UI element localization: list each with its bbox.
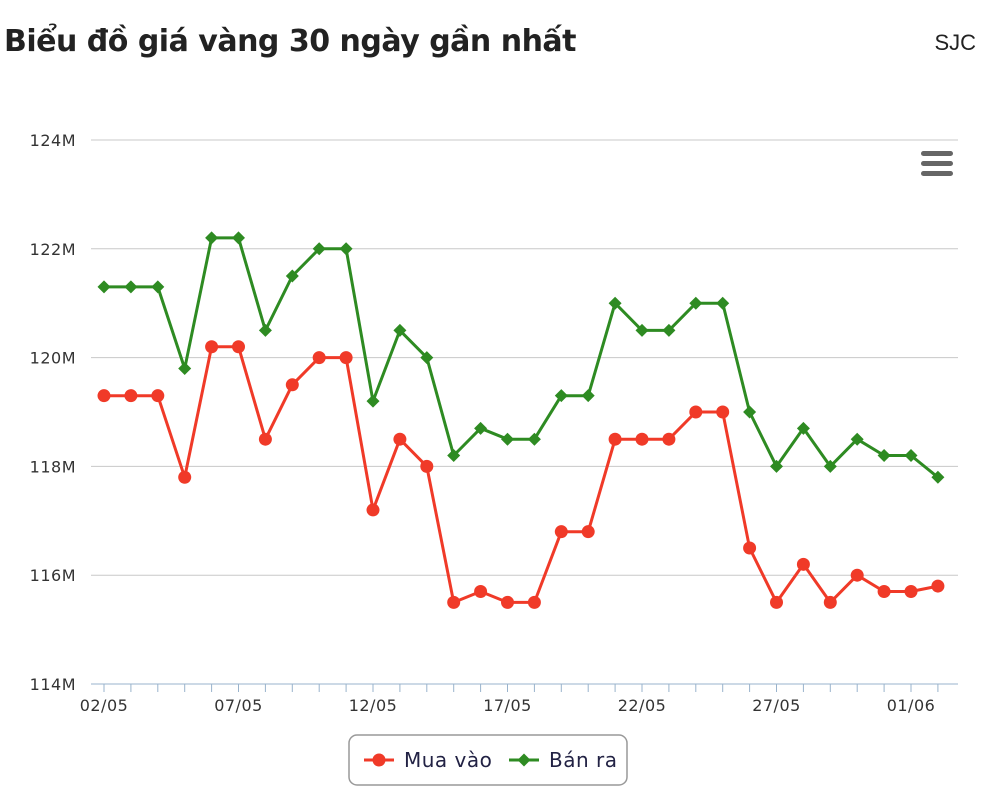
data-point-sell[interactable] [823,459,837,473]
data-point-sell[interactable] [501,432,514,446]
page-title: Biểu đồ giá vàng 30 ngày gần nhất [4,24,577,59]
data-point-buy[interactable] [339,351,353,365]
legend-sell-marker [517,753,531,767]
chart-menu-button[interactable] [921,150,953,178]
legend-item-buy[interactable]: Mua vào [364,748,492,772]
data-point-buy[interactable] [205,340,219,354]
data-point-sell[interactable] [124,280,138,294]
data-point-sell[interactable] [474,421,488,435]
x-tick-label: 22/05 [618,696,667,715]
y-tick-label: 114M [30,675,76,694]
data-point-buy[interactable] [689,405,703,419]
data-point-buy[interactable] [823,595,837,609]
data-point-sell[interactable] [931,470,945,484]
series-line-buy [104,345,939,604]
data-point-sell[interactable] [554,389,568,403]
y-tick-label: 120M [30,349,76,368]
data-point-buy[interactable] [904,585,918,599]
data-point-sell[interactable] [151,280,165,294]
data-point-buy[interactable] [501,595,514,609]
data-point-buy[interactable] [608,432,622,446]
data-point-sell[interactable] [689,296,703,310]
data-point-sell[interactable] [97,280,111,294]
x-tick-label: 27/05 [752,696,801,715]
data-point-sell[interactable] [770,459,783,473]
data-point-buy[interactable] [554,525,568,539]
series-line-sell [104,236,939,479]
chart-legend: Mua vào Bán ra [348,734,628,786]
data-point-sell[interactable] [447,449,461,463]
brand-label: SJC [934,30,976,55]
legend-buy-label: Mua vào [404,748,492,772]
data-point-buy[interactable] [743,541,757,555]
hamburger-menu-icon [921,151,953,176]
data-point-sell[interactable] [850,432,864,446]
data-point-buy[interactable] [151,389,165,403]
x-tick-label: 12/05 [349,696,398,715]
grid-lines [91,139,958,576]
y-tick-label: 118M [30,457,76,476]
data-point-sell[interactable] [904,449,918,463]
data-point-sell[interactable] [635,323,649,337]
data-point-sell[interactable] [205,231,219,245]
legend-item-sell[interactable]: Bán ra [509,748,618,772]
data-point-buy[interactable] [931,579,945,593]
x-tick-label: 02/05 [80,696,129,715]
data-point-buy[interactable] [770,595,783,609]
data-point-sell[interactable] [796,421,810,435]
legend-sell-label: Bán ra [549,748,618,772]
data-point-sell[interactable] [285,269,299,283]
data-point-sell[interactable] [662,323,676,337]
data-point-sell[interactable] [258,323,272,337]
data-point-buy[interactable] [581,525,595,539]
x-tick-label: 07/05 [214,696,263,715]
data-point-buy[interactable] [527,595,541,609]
legend-buy-marker [372,753,386,767]
x-tick-label: 17/05 [483,696,532,715]
legend-box [348,734,628,786]
data-point-buy[interactable] [635,432,649,446]
data-point-sell[interactable] [608,296,622,310]
x-axis: 02/05 07/05 12/05 17/05 22/05 27/05 01/06 [80,683,958,715]
y-axis-labels: 114M 116M 118M 120M 122M 124M [30,131,76,694]
data-point-sell[interactable] [366,394,380,408]
data-point-buy[interactable] [97,389,111,403]
data-point-buy[interactable] [796,557,810,571]
data-point-buy[interactable] [662,432,676,446]
data-point-sell[interactable] [527,432,541,446]
data-point-buy[interactable] [258,432,272,446]
data-point-sell[interactable] [581,389,595,403]
y-tick-label: 116M [30,566,76,585]
data-point-sell[interactable] [178,361,192,375]
data-point-buy[interactable] [420,459,434,473]
y-tick-label: 122M [30,240,76,259]
data-point-sell[interactable] [393,323,407,337]
data-point-buy[interactable] [474,585,488,599]
series-buy [97,340,945,609]
data-point-sell[interactable] [877,449,891,463]
data-point-buy[interactable] [312,351,326,365]
series-layer [97,231,945,609]
data-point-sell[interactable] [232,231,245,245]
data-point-buy[interactable] [447,595,461,609]
data-point-buy[interactable] [366,503,380,517]
data-point-sell[interactable] [312,242,326,256]
data-point-buy[interactable] [850,568,864,582]
data-point-buy[interactable] [716,405,730,419]
data-point-sell[interactable] [743,405,757,419]
data-point-sell[interactable] [339,242,353,256]
data-point-buy[interactable] [232,340,245,354]
data-point-buy[interactable] [877,585,891,599]
y-tick-label: 124M [30,131,76,150]
data-point-sell[interactable] [420,351,434,365]
series-sell [97,231,945,484]
data-point-sell[interactable] [716,296,730,310]
data-point-buy[interactable] [285,378,299,392]
data-point-buy[interactable] [124,389,138,403]
x-tick-label: 01/06 [887,696,936,715]
data-point-buy[interactable] [178,470,192,484]
data-point-buy[interactable] [393,432,407,446]
